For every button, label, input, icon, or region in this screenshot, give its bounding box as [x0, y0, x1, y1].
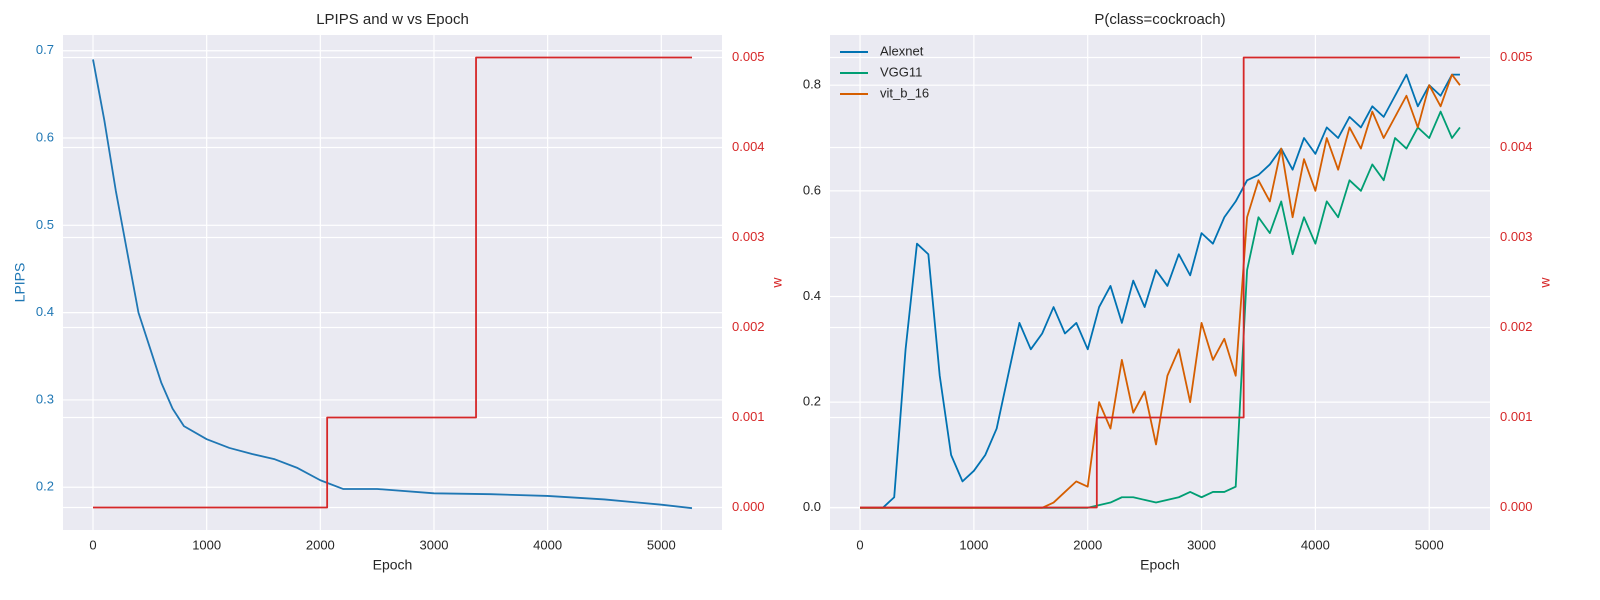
y-tick-label: 0.2 [803, 394, 821, 409]
y-tick-label: 0.4 [803, 288, 821, 303]
y2-tick-label: 0.002 [1500, 319, 1533, 334]
x-tick-label: 3000 [420, 537, 449, 552]
plot-area [63, 35, 722, 530]
y2-tick-label: 0.004 [1500, 139, 1533, 154]
x-tick-label: 4000 [1301, 537, 1330, 552]
y-tick-label: 0.5 [36, 217, 54, 232]
legend-label: VGG11 [880, 64, 922, 79]
y-tick-label: 0.2 [36, 479, 54, 494]
y2-tick-label: 0.000 [1500, 499, 1533, 514]
y2-axis-label: w [769, 277, 785, 289]
chart-title: LPIPS and w vs Epoch [316, 11, 469, 28]
series-line [860, 110, 1461, 509]
y2-tick-label: 0.001 [1500, 409, 1533, 424]
series-line [860, 73, 1460, 509]
y-axis-label: LPIPS [12, 263, 28, 303]
x-tick-label: 3000 [1187, 537, 1216, 552]
y-tick-label: 0.6 [803, 182, 821, 197]
series-line [92, 59, 693, 510]
y-tick-label: 0.4 [36, 304, 54, 319]
x-tick-label: 0 [89, 537, 96, 552]
legend-label: vit_b_16 [880, 85, 929, 100]
y2-axis-label: w [1537, 277, 1553, 289]
y-tick-label: 0.7 [36, 42, 54, 57]
x-tick-label: 2000 [306, 537, 335, 552]
series-line [93, 56, 692, 509]
y-tick-label: 0.0 [803, 499, 821, 514]
y-tick-label: 0.3 [36, 391, 54, 406]
chart-title: P(class=cockroach) [1094, 11, 1225, 28]
x-tick-label: 1000 [192, 537, 221, 552]
y2-tick-label: 0.005 [732, 49, 765, 64]
y2-tick-label: 0.003 [732, 229, 765, 244]
y-tick-label: 0.8 [803, 77, 821, 92]
subplot: 0 1000 2000 3000 4000 5000 0.0 0.2 0.4 0.6 0.8 0.00… [803, 11, 1553, 573]
x-tick-label: 1000 [959, 537, 988, 552]
y2-tick-label: 0.002 [732, 319, 765, 334]
subplot: 0 1000 2000 3000 4000 5000 0.2 0.3 0.4 0.5 0.6 0.7 0… [12, 11, 785, 573]
series-line [860, 56, 1460, 509]
x-tick-label: 0 [856, 537, 863, 552]
x-axis-label: Epoch [373, 557, 413, 573]
legend: Alexnet VGG11 vit_b_16 [840, 43, 929, 100]
y2-tick-label: 0.004 [732, 139, 765, 154]
plot-area [830, 35, 1490, 530]
y-tick-label: 0.6 [36, 129, 54, 144]
x-axis-label: Epoch [1140, 557, 1180, 573]
x-tick-label: 2000 [1073, 537, 1102, 552]
x-tick-label: 4000 [533, 537, 562, 552]
y2-tick-label: 0.005 [1500, 49, 1533, 64]
legend-label: Alexnet [880, 43, 924, 58]
y2-tick-label: 0.000 [732, 499, 765, 514]
x-tick-label: 5000 [647, 537, 676, 552]
x-tick-label: 5000 [1415, 537, 1444, 552]
y2-tick-label: 0.003 [1500, 229, 1533, 244]
y2-tick-label: 0.001 [732, 409, 765, 424]
series-line [860, 73, 1461, 509]
